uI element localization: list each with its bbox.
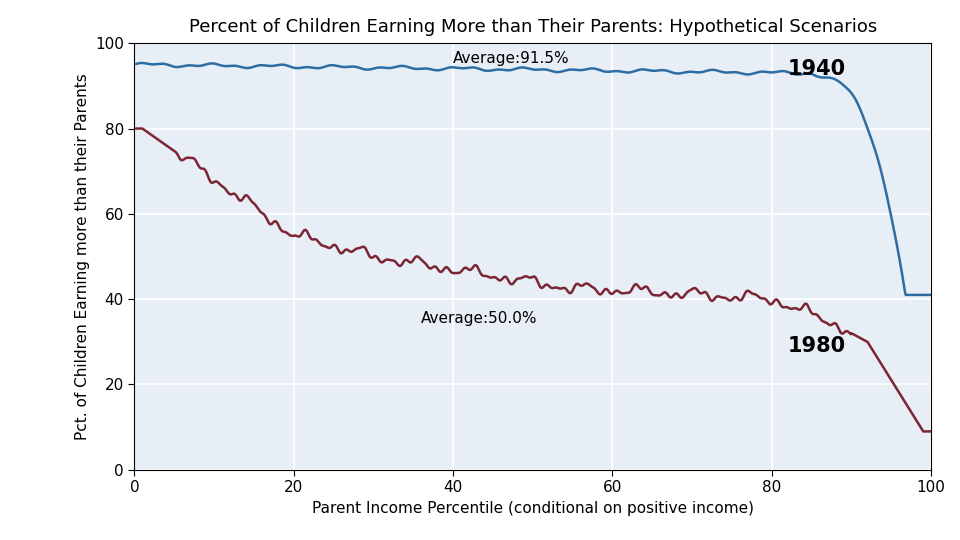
Y-axis label: Pct. of Children Earning more than their Parents: Pct. of Children Earning more than their… [75,73,89,440]
X-axis label: Parent Income Percentile (conditional on positive income): Parent Income Percentile (conditional on… [312,501,754,516]
Text: 1980: 1980 [788,336,846,356]
Text: 1940: 1940 [788,59,846,79]
Title: Percent of Children Earning More than Their Parents: Hypothetical Scenarios: Percent of Children Earning More than Th… [189,18,876,36]
Text: Average:50.0%: Average:50.0% [421,311,538,326]
Text: Average:91.5%: Average:91.5% [453,51,569,66]
